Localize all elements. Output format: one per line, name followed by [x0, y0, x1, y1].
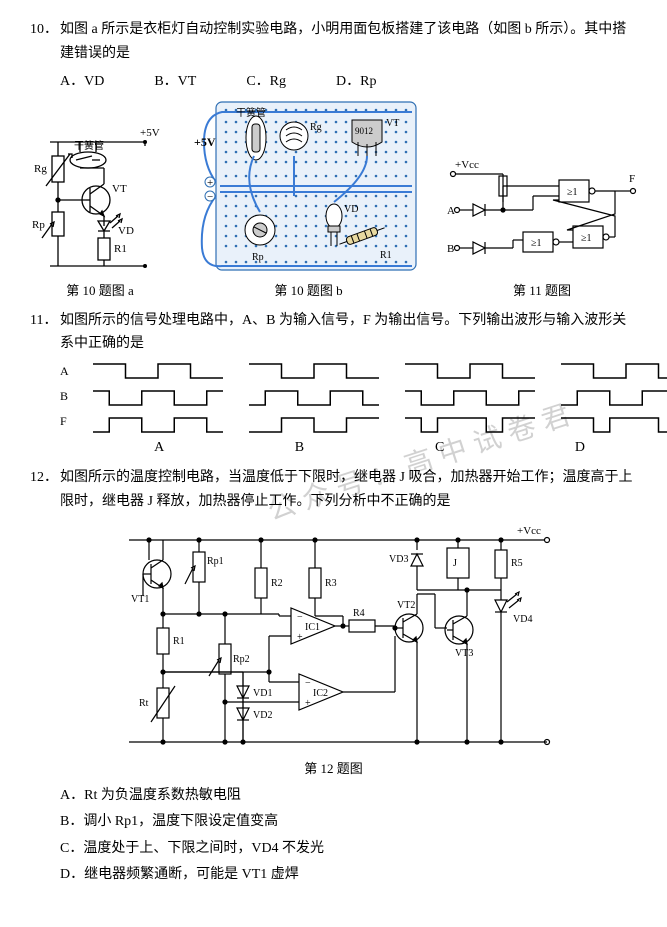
q11-waveforms: A B F [30, 362, 637, 434]
svg-text:+5V: +5V [140, 127, 160, 139]
svg-text:VT1: VT1 [131, 594, 149, 605]
svg-text:VD: VD [344, 204, 358, 215]
svg-text:干簧管: 干簧管 [236, 106, 266, 119]
svg-text:R1: R1 [173, 636, 185, 647]
q11-stem: 11． 如图所示的信号处理电路中，A、B 为输入信号，F 为输出信号。下列输出波… [30, 309, 637, 357]
q10-opt-b: B．VT [154, 70, 196, 90]
q10-opt-d: D．Rp [336, 70, 376, 90]
svg-text:VT: VT [386, 118, 399, 129]
q11-text: 如图所示的信号处理电路中，A、B 为输入信号，F 为输出信号。下列输出波形与输入… [60, 309, 637, 357]
q10-opt-c: C．Rg [246, 70, 286, 90]
svg-text:≥1: ≥1 [567, 187, 578, 198]
svg-text:IC2: IC2 [313, 688, 328, 699]
q11-number: 11． [30, 309, 60, 357]
q11-opt-a: A [102, 440, 216, 456]
svg-text:R3: R3 [325, 578, 337, 589]
svg-text:+: + [207, 177, 213, 189]
svg-text:Rp: Rp [32, 219, 45, 231]
wave-label-b: B [60, 389, 69, 404]
q11-opt-b: B [242, 440, 356, 456]
question-12: 12． 如图所示的温度控制电路，当温度低于下限时，继电器 J 吸合，加热器开始工… [30, 466, 637, 886]
question-10: 10． 如图 a 所示是衣柜灯自动控制实验电路，小明用面包板搭建了该电路（如图 … [30, 18, 637, 299]
q10-figures: +5V Rg 干簧管 [30, 96, 637, 299]
q10-figure-a: +5V Rg 干簧管 [30, 126, 170, 299]
svg-text:≥1: ≥1 [531, 238, 542, 249]
svg-text:A: A [447, 205, 455, 217]
svg-text:−: − [305, 678, 311, 689]
q10-text: 如图 a 所示是衣柜灯自动控制实验电路，小明用面包板搭建了该电路（如图 b 所示… [60, 18, 637, 66]
q11-fig-caption: 第 11 题图 [513, 280, 571, 299]
waveform-optC [405, 362, 535, 434]
q12-options: A．Rt 为负温度系数热敏电阻 B．调小 Rp1，温度下限设定值变高 C．温度处… [30, 785, 637, 887]
temp-control-circuit-icon: +Vcc VT1 [99, 524, 569, 754]
svg-text:VD: VD [118, 225, 134, 237]
svg-text:Rp1: Rp1 [207, 556, 224, 567]
q11-opt-d: D [523, 440, 637, 456]
q12-number: 12． [30, 466, 60, 514]
svg-text:+: + [297, 632, 303, 643]
svg-text:Rt: Rt [139, 698, 149, 709]
q10-figure-b: +5V + − 干簧管 Rg 9012 [194, 96, 424, 299]
svg-text:VT: VT [112, 183, 127, 195]
svg-text:Rg: Rg [34, 163, 47, 175]
svg-text:IC1: IC1 [305, 622, 320, 633]
q12-text: 如图所示的温度控制电路，当温度低于下限时，继电器 J 吸合，加热器开始工作；温度… [60, 466, 637, 514]
q10-opt-a: A．VD [60, 70, 104, 90]
q10-fig-b-caption: 第 10 题图 b [274, 280, 342, 299]
q10-options: A．VD B．VT C．Rg D．Rp [30, 70, 637, 90]
svg-text:VD4: VD4 [513, 614, 532, 625]
q12-fig-caption: 第 12 题图 [304, 758, 363, 777]
svg-text:VT2: VT2 [397, 600, 415, 611]
svg-text:VD2: VD2 [253, 710, 272, 721]
q12-opt-b: B．调小 Rp1，温度下限设定值变高 [60, 811, 637, 833]
waveform-optD [561, 362, 667, 434]
svg-text:−: − [207, 191, 213, 203]
svg-text:F: F [629, 173, 635, 185]
svg-text:VD3: VD3 [389, 554, 408, 565]
q12-figure: +Vcc VT1 [30, 524, 637, 777]
breadboard-icon: +5V + − 干簧管 Rg 9012 [194, 96, 424, 276]
svg-text:+Vcc: +Vcc [455, 159, 479, 171]
svg-text:R2: R2 [271, 578, 283, 589]
wave-label-a: A [60, 364, 69, 379]
q12-opt-d: D．继电器频繁通断，可能是 VT1 虚焊 [60, 864, 637, 886]
q12-opt-c: C．温度处于上、下限之间时，VD4 不发光 [60, 838, 637, 860]
wave-label-f: F [60, 414, 69, 429]
svg-text:−: − [297, 612, 303, 623]
waveform-optA [93, 362, 223, 434]
logic-circuit-icon: +Vcc A B [447, 156, 637, 276]
q12-stem: 12． 如图所示的温度控制电路，当温度低于下限时，继电器 J 吸合，加热器开始工… [30, 466, 637, 514]
svg-text:+Vcc: +Vcc [517, 525, 541, 537]
svg-text:J: J [453, 558, 457, 569]
q12-opt-a: A．Rt 为负温度系数热敏电阻 [60, 785, 637, 807]
svg-text:干簧管: 干簧管 [74, 139, 104, 152]
schematic-a-icon: +5V Rg 干簧管 [30, 126, 170, 276]
q10-number: 10． [30, 18, 60, 66]
svg-text:≥1: ≥1 [581, 233, 592, 244]
svg-text:B: B [447, 243, 454, 255]
svg-text:9012: 9012 [355, 126, 373, 136]
q11-figure: +Vcc A B [447, 156, 637, 299]
svg-text:R5: R5 [511, 558, 523, 569]
svg-text:Rg: Rg [310, 122, 322, 133]
svg-text:R1: R1 [380, 250, 392, 261]
svg-text:VT3: VT3 [455, 648, 473, 659]
q10-stem: 10． 如图 a 所示是衣柜灯自动控制实验电路，小明用面包板搭建了该电路（如图 … [30, 18, 637, 66]
q10-fig-a-caption: 第 10 题图 a [66, 280, 134, 299]
q11-opt-c: C [383, 440, 497, 456]
svg-text:Rp: Rp [252, 252, 264, 263]
waveform-optB [249, 362, 379, 434]
svg-text:VD1: VD1 [253, 688, 272, 699]
svg-text:R1: R1 [114, 243, 127, 255]
svg-text:Rp2: Rp2 [233, 654, 250, 665]
svg-text:+: + [305, 698, 311, 709]
svg-text:+5V: +5V [194, 135, 216, 149]
question-11: 11． 如图所示的信号处理电路中，A、B 为输入信号，F 为输出信号。下列输出波… [30, 309, 637, 457]
svg-text:R4: R4 [353, 608, 365, 619]
